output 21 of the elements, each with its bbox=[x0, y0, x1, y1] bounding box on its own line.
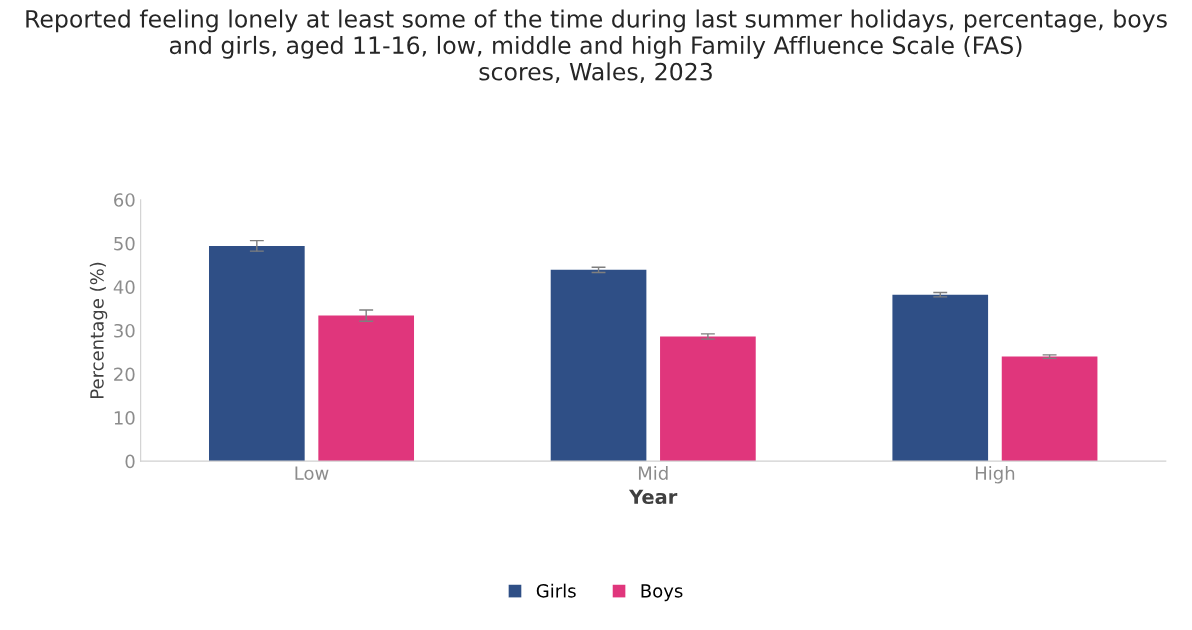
y-tick-label: 30 bbox=[114, 323, 135, 338]
bar bbox=[550, 269, 647, 462]
x-tick-label: Mid bbox=[638, 466, 668, 480]
y-tick-label: 40 bbox=[113, 280, 135, 294]
bar bbox=[209, 245, 305, 462]
y-tick-label: 60 bbox=[114, 193, 135, 207]
bar bbox=[660, 336, 756, 462]
x-axis-title: Year bbox=[628, 489, 678, 505]
x-tick-label: High bbox=[975, 466, 1015, 484]
x-tick-label: Low bbox=[295, 466, 329, 480]
y-tick-label: 10 bbox=[114, 411, 135, 425]
bar bbox=[892, 294, 989, 462]
chart-title: Reported feeling lonely at least some of the time during last summer holidays, percentage, boys and girls, aged 11-16, low, middle and high Family Affluence Scale (FAS) scores, Wales, 2023 bbox=[26, 9, 1167, 84]
legend-label: Girls bbox=[536, 583, 576, 598]
y-tick-label: 0 bbox=[125, 454, 135, 469]
bar bbox=[1001, 356, 1098, 462]
bar bbox=[318, 315, 415, 462]
y-tick-label: 50 bbox=[114, 236, 135, 251]
y-axis-title: Percentage (%) bbox=[89, 262, 108, 398]
legend-label: Boys bbox=[641, 584, 683, 602]
y-tick-label: 20 bbox=[114, 367, 135, 382]
